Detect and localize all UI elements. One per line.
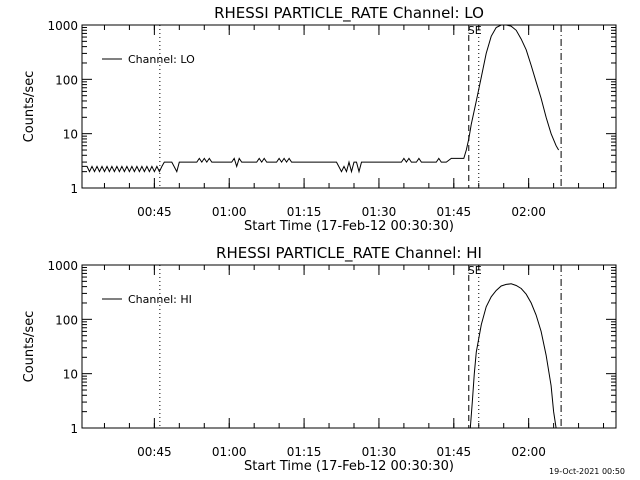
panel-hi: RHESSI PARTICLE_RATE Channel: HI 1 10 100 10… xyxy=(22,244,617,474)
y-tick-label: 1000 xyxy=(47,259,78,273)
y-tick-label: 10 xyxy=(63,128,78,142)
y-tick-label: 100 xyxy=(55,313,78,327)
chart-title: RHESSI PARTICLE_RATE Channel: LO xyxy=(214,4,484,23)
annotation-label: SE xyxy=(468,24,482,37)
x-tick-label: 01:00 xyxy=(212,445,247,459)
y-axis-label: Counts/sec xyxy=(22,311,37,383)
x-tick-label: 02:00 xyxy=(511,205,546,219)
legend-label: Channel: HI xyxy=(128,293,192,306)
series-line-1 xyxy=(82,24,560,174)
x-tick-label: 01:00 xyxy=(212,205,247,219)
x-tick-label: 00:45 xyxy=(137,445,172,459)
plot-frame xyxy=(81,264,617,429)
x-tick-label: 01:30 xyxy=(362,205,397,219)
x-tick-label: 02:00 xyxy=(511,445,546,459)
legend-label: Channel: LO xyxy=(128,53,195,66)
annotation-label: SE xyxy=(468,264,482,277)
series-line-1 xyxy=(469,283,557,429)
x-tick-label: 00:45 xyxy=(137,205,172,219)
y-axis-label: Counts/sec xyxy=(22,71,37,143)
plot-frame xyxy=(81,24,617,189)
y-tick-label: 1 xyxy=(70,422,78,436)
x-tick-label: 01:45 xyxy=(437,445,472,459)
y-tick-label: 1 xyxy=(70,182,78,196)
y-tick-label: 10 xyxy=(63,368,78,382)
chart-title: RHESSI PARTICLE_RATE Channel: HI xyxy=(216,244,482,263)
x-axis-label: Start Time (17-Feb-12 00:30:30) xyxy=(244,219,454,234)
footer-timestamp: 19-Oct-2021 00:50 xyxy=(549,467,625,476)
x-tick-label: 01:45 xyxy=(437,205,472,219)
y-tick-label: 100 xyxy=(55,73,78,87)
x-tick-label: 01:30 xyxy=(362,445,397,459)
y-tick-label: 1000 xyxy=(47,19,78,33)
x-tick-label: 01:15 xyxy=(287,205,322,219)
panel-lo: RHESSI PARTICLE_RATE Channel: LO 1 10 100 10… xyxy=(22,4,617,234)
x-tick-label: 01:15 xyxy=(287,445,322,459)
x-axis-label: Start Time (17-Feb-12 00:30:30) xyxy=(244,459,454,474)
